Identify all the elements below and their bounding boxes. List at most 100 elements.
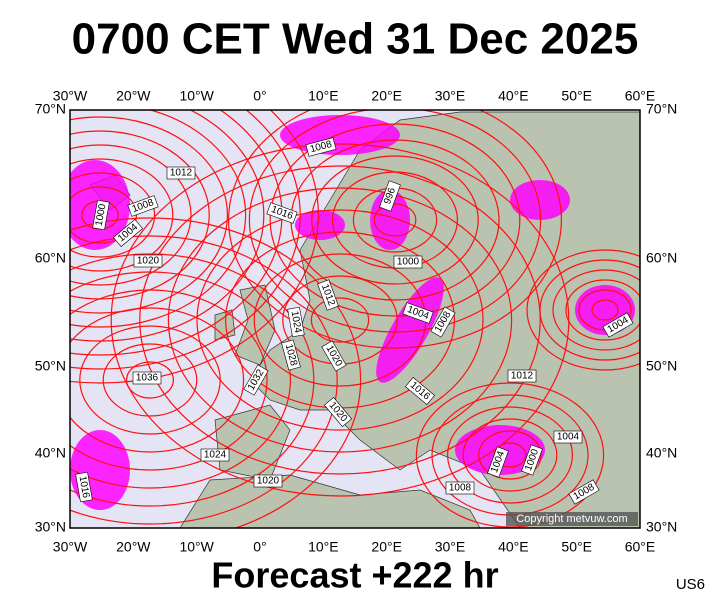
isobar-label-box [287,306,305,338]
isobar-label-box [166,166,196,180]
isobar-label: 1024 [204,450,227,461]
isobar-label-box [266,202,298,224]
isobar-label-group: 1036 [132,371,162,385]
precip-area [376,277,444,383]
isobar-label-box [602,312,634,338]
isobar [70,116,228,314]
isobar [591,299,619,321]
lat-label: 40°N [35,445,66,461]
isobar-label-group: 1004 [553,430,583,444]
lon-label: 10°W [179,539,214,555]
lat-label: 70°N [646,101,677,117]
isobar-label: 1036 [136,373,159,384]
isobar-label-box [253,474,283,488]
lon-label: 50°E [561,88,592,104]
isobar [565,279,640,341]
isobar-label-group: 1020 [133,254,163,268]
isobar-label-group: 1008 [305,137,337,157]
lat-label: 70°N [35,101,66,117]
isobar [526,249,640,371]
lat-label: 30°N [35,519,66,535]
isobar [196,209,484,431]
isobar-label-box [445,481,475,495]
isobars [70,110,640,528]
isobar-label-box [568,479,600,505]
isobar-label-group: 1000 [393,255,423,269]
isobar [70,253,315,507]
isobar-label-box [553,430,583,444]
isobar-label: 1000 [397,257,420,268]
isobar-label-group: 1024 [287,306,305,338]
isobar [70,217,362,528]
lat-label: 60°N [35,250,66,266]
lon-label: 30°E [435,539,466,555]
lon-label: 50°E [561,539,592,555]
isobar-label-box [200,448,230,462]
isobar [125,361,174,399]
isobar-label-box [507,369,537,383]
isobar-label-group: 1008 [445,481,475,495]
precip-area [510,180,570,220]
lon-label: 20°E [371,88,402,104]
isobar-label: 1012 [170,168,193,179]
forecast-label: Forecast +222 hr [211,555,498,596]
isobar-label: 1004 [557,432,580,443]
copyright: Copyright metvuw.com [516,513,627,525]
lat-label: 50°N [646,358,677,374]
isobar-label-box [92,199,110,231]
isobar-label-box [112,218,144,248]
lon-label: 20°W [116,88,151,104]
isobar-label: 1008 [449,483,472,494]
isobar-label-box [317,279,339,311]
precip-area [295,210,345,240]
isobar [478,430,542,480]
isobar [70,289,268,471]
isobar [311,155,479,285]
isobar-label-box [487,446,509,478]
isobar-label-group: 1028 [281,339,301,371]
isobar-label-box [404,376,436,406]
isobar [70,144,192,286]
isobar-label: 1020 [257,476,280,487]
map-frame [69,109,641,529]
lon-label: 30°W [53,539,88,555]
isobar-label-box [133,254,163,268]
isobar [70,110,265,342]
isobar-label: 1016 [77,475,92,499]
isobar-label-box [321,340,347,372]
isobar-label-box [243,364,269,396]
lon-label: 20°W [116,539,151,555]
isobar-label-box [75,471,93,503]
isobar [373,203,417,237]
isobar-label-group: 996 [379,180,401,212]
isobar [70,235,338,525]
isobar [139,165,541,475]
isobar-label-box [430,306,456,338]
lon-label: 60°E [625,88,656,104]
isobar [70,172,156,258]
africa [179,474,481,528]
lon-label: 10°W [179,88,214,104]
lon-label: 60°E [625,539,656,555]
isobar-label-box [132,371,162,385]
precip-area [280,115,400,155]
lat-label: 60°N [646,250,677,266]
isobar [70,158,174,272]
isobar-label-group: 1020 [253,474,283,488]
isobar [269,123,521,317]
isobar [552,269,640,351]
isobar [462,418,558,492]
isobar [415,382,605,528]
isobar-label-group: 1012 [507,369,537,383]
isobar-label-box [379,180,401,212]
isobar-label-group: 1024 [200,448,230,462]
isobar-label-box [402,302,434,324]
lon-label: 10°E [308,539,339,555]
copyright-box [506,512,638,526]
lon-label: 10°E [308,88,339,104]
isobar [102,343,198,417]
lon-label: 30°E [435,88,466,104]
isobar-label-box [127,195,159,217]
model-label: US6 [676,576,705,593]
